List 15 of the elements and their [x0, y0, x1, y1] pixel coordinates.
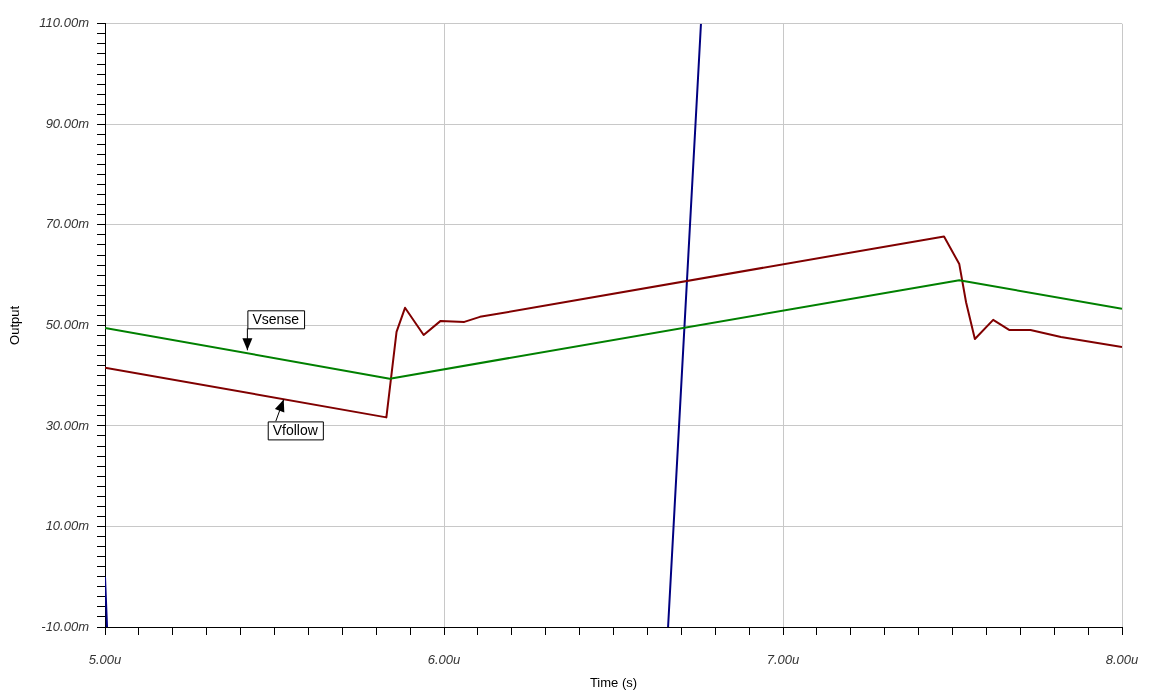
y-axis-title: Output	[7, 305, 23, 345]
y-tick-label: 30.00m	[45, 417, 90, 433]
y-tick-label: 50.00m	[45, 317, 90, 333]
x-axis-title: Time (s)	[589, 674, 638, 690]
y-tick-label: -10.00m	[41, 618, 90, 634]
y-tick-label: 90.00m	[45, 115, 90, 131]
x-tick-label: 5.00u	[88, 652, 122, 668]
x-tick-label: 7.00u	[766, 652, 800, 668]
x-tick-label: 8.00u	[1105, 652, 1139, 668]
series-label: Vsense	[252, 311, 300, 328]
y-tick-label: 70.00m	[45, 216, 90, 232]
y-tick-label: 110.00m	[39, 15, 90, 31]
x-tick-label: 6.00u	[427, 652, 461, 668]
y-tick-label: 10.00m	[45, 518, 90, 534]
series-label: Vfollow	[272, 422, 319, 439]
